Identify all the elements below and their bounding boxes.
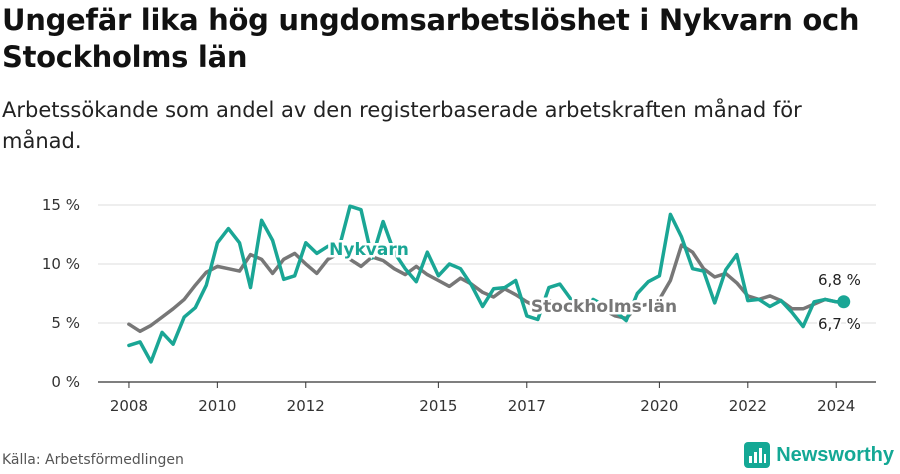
grid-layer: 0 % 5 % 10 % 15 %: [42, 196, 876, 391]
chart-subtitle: Arbetssökande som andel av den registerb…: [2, 98, 802, 153]
x-tick-label: 2012: [287, 397, 325, 415]
x-tick-label: 2022: [729, 397, 767, 415]
y-tick-label: 15 %: [42, 196, 80, 214]
x-tick-label: 2024: [817, 397, 855, 415]
series-label-nykvarn: Nykvarn: [329, 240, 409, 260]
series-label-stockholms-lan: Stockholms län: [531, 297, 677, 317]
y-tick-label: 5 %: [51, 314, 80, 332]
end-value-label-stockholms-lan: 6,7 %: [818, 315, 861, 333]
x-tick-label: 2020: [640, 397, 678, 415]
brand-name: Newsworthy: [776, 443, 894, 466]
series-end-point-nykvarn: [837, 295, 851, 309]
brand-logo: Newsworthy: [744, 442, 894, 468]
series-layer: [127, 204, 851, 364]
series-line-nykvarn: [127, 204, 846, 364]
end-value-label-nykvarn: 6,8 %: [818, 271, 861, 289]
chart-title: Ungefär lika hög ungdomsarbetslöshet i N…: [2, 3, 860, 74]
newsworthy-logo-icon: [744, 442, 771, 468]
x-tick-label: 2010: [198, 397, 236, 415]
y-tick-label: 10 %: [42, 255, 80, 273]
x-axis: 2008 2010 2012 2015 2017 2020 2022 2024: [110, 382, 855, 415]
label-layer: Nykvarn Stockholms län 6,8 % 6,7 %: [327, 238, 863, 336]
x-tick-label: 2015: [419, 397, 457, 415]
x-tick-label: 2008: [110, 397, 148, 415]
source-note: Källa: Arbetsförmedlingen: [2, 452, 184, 468]
x-tick-label: 2017: [508, 397, 546, 415]
y-tick-label: 0 %: [51, 373, 80, 391]
